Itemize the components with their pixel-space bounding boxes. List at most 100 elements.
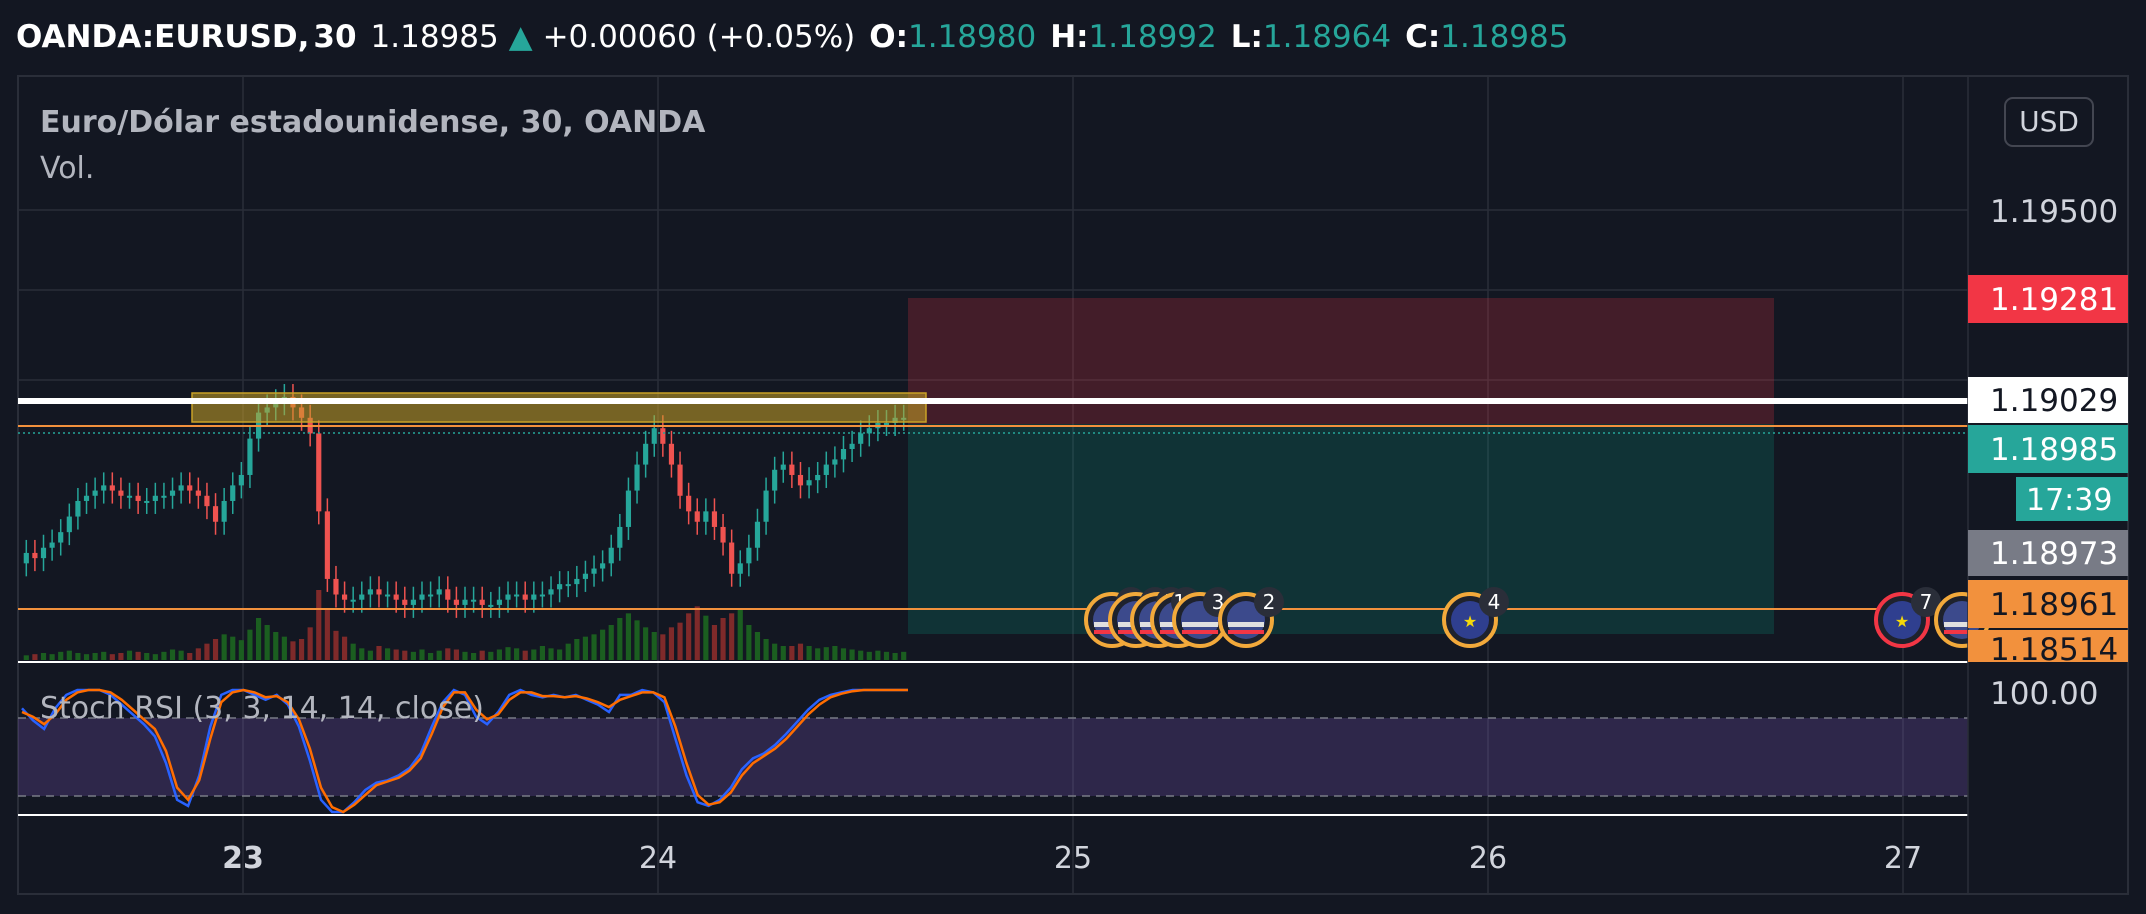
candle bbox=[823, 464, 829, 475]
svg-text:1.19029: 1.19029 bbox=[1990, 383, 2118, 419]
economic-events[interactable]: 5 2 7 14 bbox=[1084, 587, 1990, 648]
volume-bar bbox=[144, 653, 150, 660]
candle bbox=[772, 469, 778, 491]
volume-bar bbox=[126, 650, 133, 660]
volume-bar bbox=[23, 655, 29, 660]
volume-bar bbox=[617, 618, 623, 660]
volume-bar bbox=[772, 643, 778, 660]
price-label-last[interactable]: 1.18985 bbox=[1968, 425, 2128, 473]
open-value: 1.18980 bbox=[908, 19, 1037, 55]
volume-bar bbox=[651, 632, 657, 660]
us-flag-icon bbox=[1227, 601, 1265, 639]
candle bbox=[574, 578, 580, 585]
stoch-legend[interactable]: Stoch RSI (3, 3, 14, 14, close) bbox=[40, 691, 484, 726]
candle bbox=[58, 532, 64, 543]
price-label-resistance[interactable]: 1.19029 bbox=[1968, 377, 2128, 423]
price-change: +0.00060 (+0.05%) bbox=[542, 19, 856, 55]
currency-button[interactable] bbox=[2004, 97, 2094, 147]
price-label-support[interactable]: 1.18961 bbox=[1968, 580, 2128, 628]
take-profit-zone[interactable] bbox=[908, 424, 1774, 634]
candle bbox=[754, 521, 761, 548]
volume-bar bbox=[195, 648, 201, 660]
candle bbox=[582, 573, 589, 579]
event-marker[interactable]: 3 bbox=[1172, 587, 1233, 648]
stoch-d-line bbox=[21, 688, 908, 814]
candle bbox=[617, 526, 623, 548]
candle bbox=[49, 542, 55, 548]
candle bbox=[376, 589, 382, 595]
last-price: 1.18985 bbox=[370, 19, 499, 55]
svg-text:★: ★ bbox=[1895, 612, 1909, 631]
volume-bar bbox=[238, 640, 244, 660]
volume-bar bbox=[324, 608, 330, 660]
candle bbox=[144, 500, 150, 503]
volume-bar bbox=[591, 634, 597, 660]
volume-bar bbox=[255, 618, 262, 660]
volume-bar bbox=[694, 606, 700, 660]
chart-title[interactable]: Euro/Dólar estadounidense, 30, OANDA bbox=[40, 105, 706, 140]
candle bbox=[118, 490, 124, 496]
volume-bar bbox=[574, 639, 580, 660]
volume-bar bbox=[866, 651, 872, 660]
volume-bar bbox=[720, 618, 726, 660]
candle bbox=[341, 594, 348, 600]
volume-bar bbox=[522, 650, 528, 660]
price-label-lower[interactable]: 1.18514 bbox=[1968, 630, 2128, 668]
low-label: L: bbox=[1230, 19, 1263, 55]
volume-bar bbox=[32, 654, 38, 660]
volume-bar bbox=[109, 654, 115, 660]
volume-bar bbox=[737, 608, 743, 660]
price-label-entry[interactable]: 1.18973 bbox=[1968, 530, 2128, 576]
volume-bar bbox=[453, 649, 459, 660]
volume-bar bbox=[754, 632, 761, 660]
candle bbox=[806, 480, 812, 486]
candle bbox=[548, 589, 554, 595]
candle bbox=[634, 464, 640, 491]
volume-bar bbox=[815, 648, 821, 660]
volume-bar bbox=[161, 651, 167, 660]
high-label: H: bbox=[1050, 19, 1089, 55]
y-tick-label: 1.19500 bbox=[1990, 194, 2118, 230]
low-value: 1.18964 bbox=[1262, 19, 1392, 55]
candle bbox=[393, 594, 399, 600]
close-value: 1.18985 bbox=[1440, 19, 1569, 55]
eu-flag-icon bbox=[1883, 601, 1921, 639]
x-tick-label: 25 bbox=[1054, 841, 1092, 876]
candle bbox=[445, 589, 451, 600]
timeframe[interactable]: 30 bbox=[313, 19, 357, 55]
candle bbox=[419, 594, 425, 600]
candle bbox=[720, 526, 726, 543]
event-marker[interactable]: ★ 7 bbox=[1874, 587, 1941, 648]
candle bbox=[92, 490, 98, 496]
candle bbox=[428, 594, 434, 597]
volume-bar bbox=[462, 651, 468, 660]
bar-countdown: 17:39 bbox=[2016, 477, 2128, 521]
candle bbox=[651, 428, 657, 444]
x-tick-label: 27 bbox=[1884, 841, 1922, 876]
candle bbox=[195, 490, 201, 496]
candle bbox=[359, 594, 365, 600]
event-marker[interactable]: 2 bbox=[1218, 587, 1284, 648]
volume-legend[interactable]: Vol. bbox=[40, 151, 94, 186]
price-label-sl[interactable]: 1.19281 bbox=[1968, 275, 2128, 323]
candle bbox=[101, 485, 107, 491]
volume-bar bbox=[858, 650, 864, 660]
volume-bar bbox=[178, 650, 184, 660]
candle bbox=[557, 584, 563, 590]
candle bbox=[436, 589, 442, 595]
candle bbox=[763, 490, 769, 522]
stoch-band bbox=[18, 718, 1968, 796]
candle bbox=[204, 495, 210, 507]
event-marker[interactable]: ★ 4 bbox=[1442, 587, 1509, 648]
candle bbox=[729, 542, 735, 574]
volume-bar bbox=[290, 641, 296, 660]
volume-bar bbox=[101, 651, 107, 660]
event-count: 4 bbox=[1488, 590, 1501, 614]
stop-loss-zone[interactable] bbox=[908, 298, 1774, 424]
candle bbox=[797, 474, 804, 486]
symbol-name[interactable]: OANDA:EURUSD, bbox=[16, 19, 310, 55]
candle bbox=[247, 438, 253, 475]
candle bbox=[660, 428, 666, 444]
resistance-zone[interactable] bbox=[191, 392, 927, 423]
